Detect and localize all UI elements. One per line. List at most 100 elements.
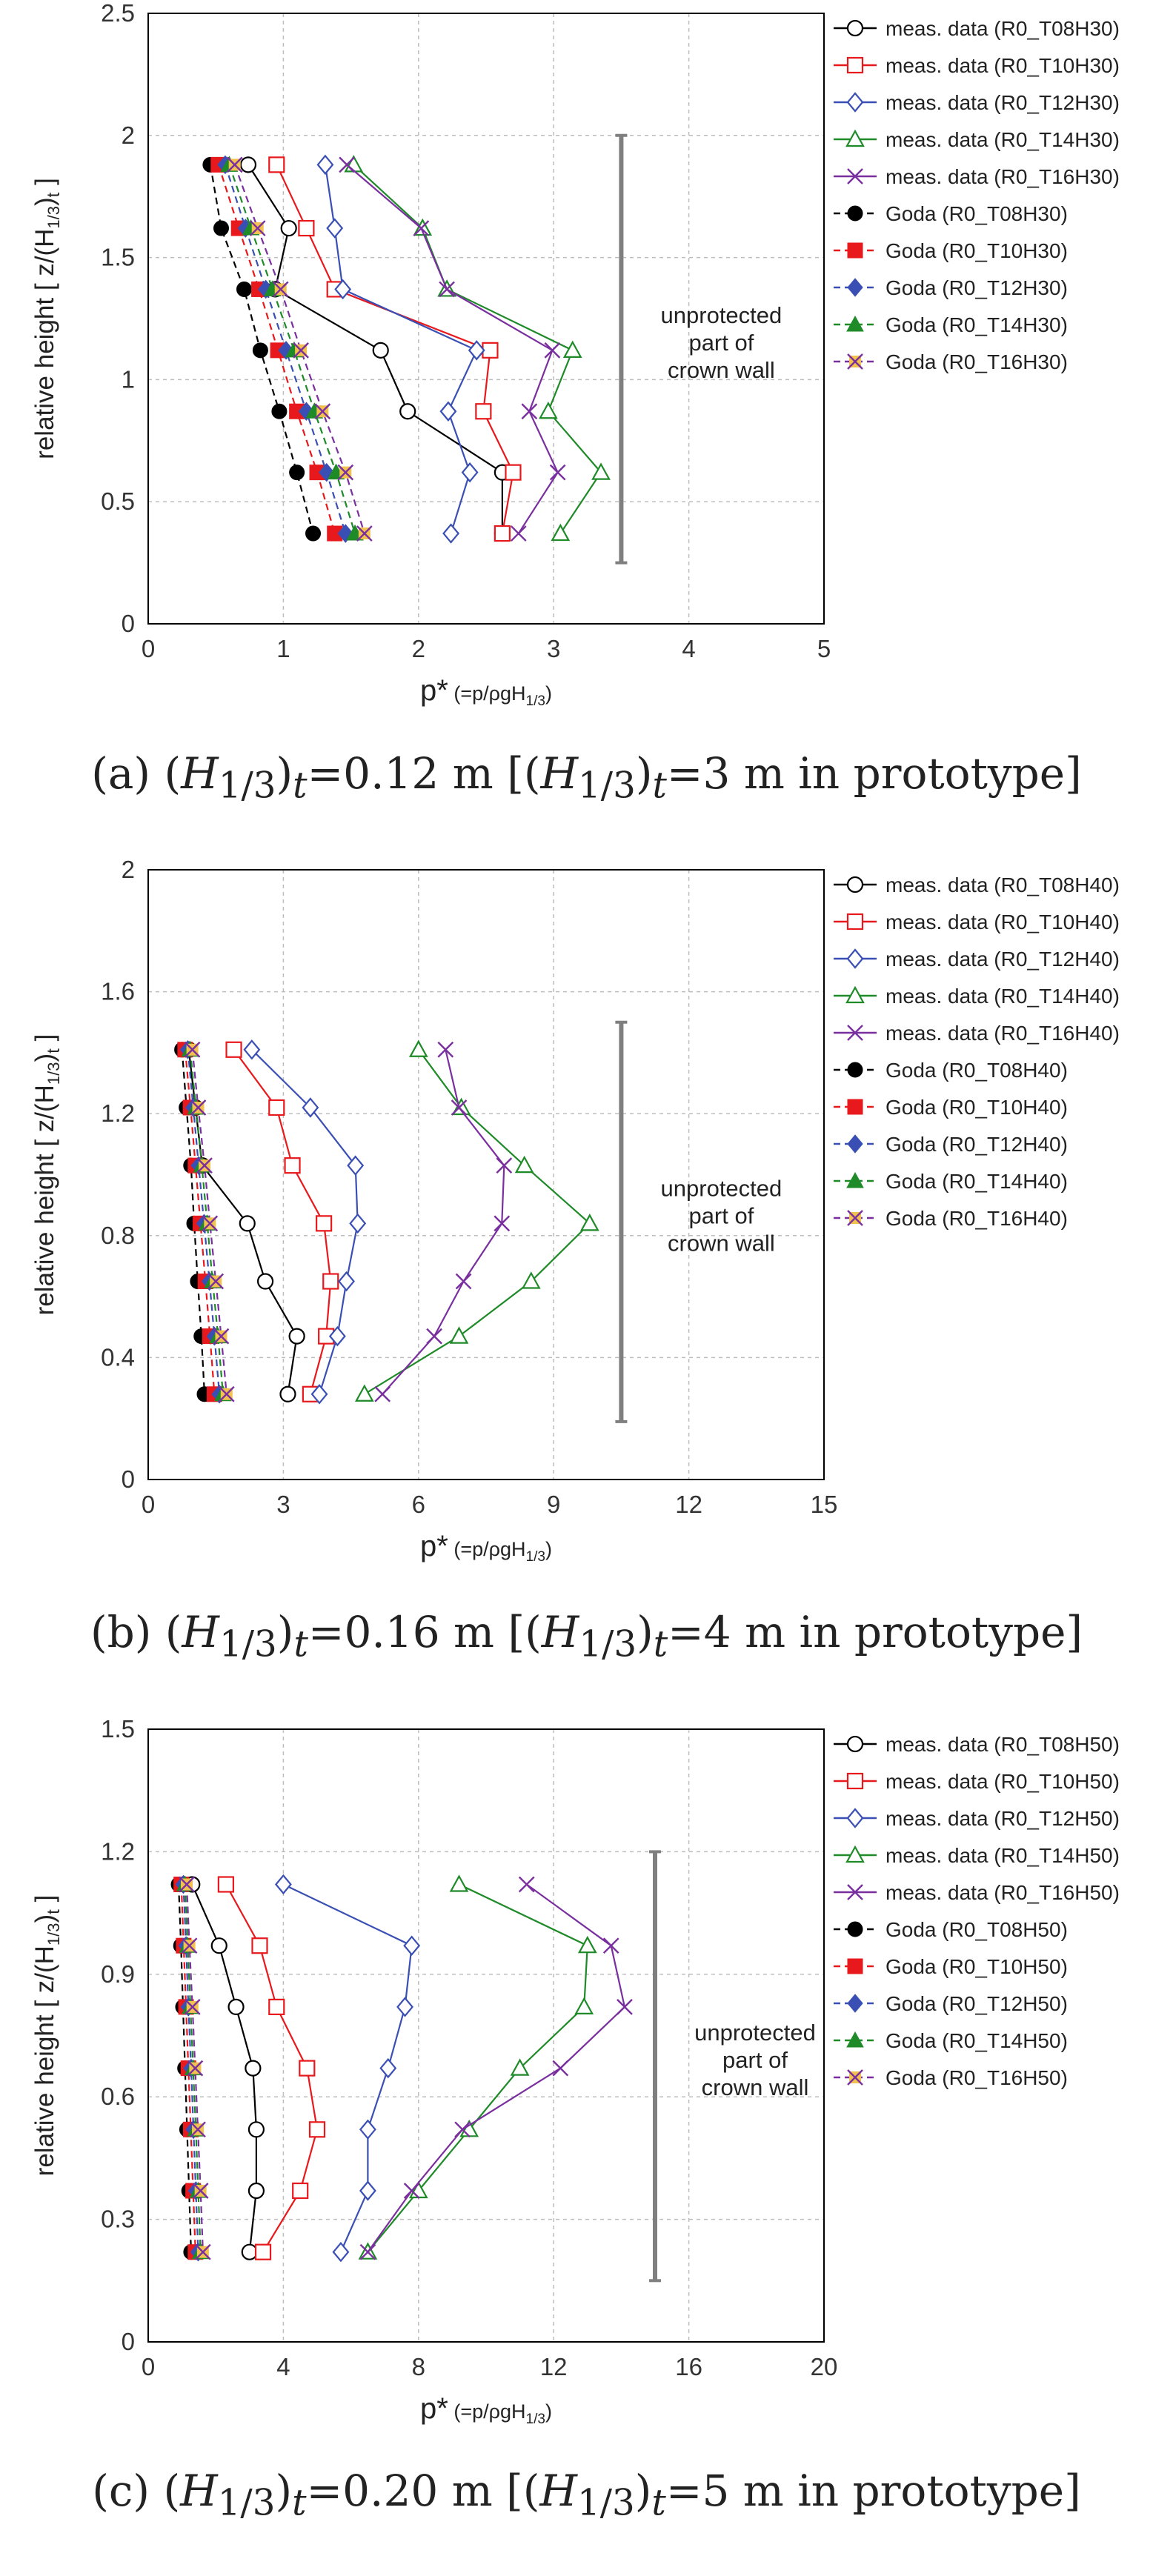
data-point — [496, 1157, 513, 1174]
data-point — [846, 913, 864, 931]
data-point — [213, 220, 229, 236]
series-meas-data-r0-t10h40- — [225, 1041, 339, 1402]
data-point — [374, 1385, 391, 1402]
legend-item: meas. data (R0_T14H50) — [834, 1844, 1120, 1867]
legend-label: Goda (R0_T10H50) — [885, 1955, 1068, 1978]
chart-a: 0 1 2 3 4 5 0 0.5 1 1.5 2 2.5 p* (=p/ρgH1/3) relative… — [30, 0, 1120, 709]
series-meas-data-r0-t14h30- — [344, 155, 611, 542]
legend-label: Goda (R0_T12H30) — [885, 276, 1068, 299]
data-point — [181, 1937, 198, 1954]
x-tick-label: 1 — [276, 635, 290, 662]
data-point — [293, 342, 309, 359]
data-point — [310, 1384, 328, 1405]
x-tick-label: 15 — [811, 1491, 838, 1518]
series-meas-data-r0-t12h50- — [274, 1874, 421, 2263]
data-point — [847, 353, 863, 370]
data-point — [449, 1874, 469, 1892]
data-point — [359, 2180, 376, 2201]
annotation-text: part of — [688, 330, 754, 356]
data-point — [190, 1099, 207, 1116]
data-point — [356, 525, 373, 542]
legend-item: meas. data (R0_T12H30) — [834, 91, 1120, 114]
x-tick-label: 0 — [142, 2353, 155, 2380]
annotation-text: crown wall — [668, 1230, 775, 1256]
y-tick-label: 0.4 — [101, 1343, 135, 1371]
crown-wall-range-bar — [649, 1850, 661, 2283]
data-point — [847, 1062, 863, 1078]
legend-label: meas. data (R0_T08H40) — [885, 873, 1120, 896]
y-tick-label: 1.2 — [101, 1837, 135, 1865]
data-point-cross — [202, 1215, 219, 1232]
series-goda-r0-t16h40- — [184, 1041, 235, 1402]
data-point — [494, 525, 511, 542]
series-meas-data-r0-t10h50- — [217, 1876, 326, 2260]
legend-item: Goda (R0_T14H30) — [834, 313, 1068, 336]
data-point — [846, 56, 864, 74]
data-point — [544, 342, 561, 359]
annotation-text: unprotected — [661, 1175, 782, 1201]
legend-item: meas. data (R0_T10H50) — [834, 1770, 1120, 1793]
data-point — [316, 1215, 333, 1232]
data-point — [218, 1385, 235, 1402]
data-point — [179, 1876, 195, 1893]
legend-item: Goda (R0_T10H50) — [834, 1955, 1068, 1978]
chart-panel-a: 0 1 2 3 4 5 0 0.5 1 1.5 2 2.5 p* (=p/ρgH1/3) relative… — [0, 0, 1173, 859]
x-tick-label: 12 — [675, 1491, 702, 1518]
data-point — [449, 1326, 469, 1344]
data-point — [847, 1958, 863, 1974]
data-point — [579, 1214, 599, 1231]
data-point — [217, 1876, 234, 1893]
legend-label: Goda (R0_T08H30) — [885, 202, 1068, 225]
x-tick-label: 3 — [547, 635, 560, 662]
caption-a: (a) (H1/3)t=0.12 m [(H1/3)t=3 m in proto… — [91, 748, 1082, 807]
y-tick-label: 1.5 — [101, 1717, 135, 1743]
data-point — [268, 156, 285, 173]
data-point-cross — [272, 281, 289, 298]
data-point — [847, 242, 863, 259]
data-point-cross — [213, 1328, 230, 1345]
data-point — [268, 1998, 285, 2016]
x-axis-label: p* (=p/ρgH1/3) — [420, 1530, 552, 1565]
data-point-cross — [314, 403, 331, 420]
legend-label: meas. data (R0_T14H30) — [885, 128, 1120, 151]
legend-label: Goda (R0_T16H40) — [885, 1207, 1068, 1230]
data-point — [846, 92, 864, 113]
legend-label: Goda (R0_T14H40) — [885, 1170, 1068, 1193]
plot-frame — [147, 13, 825, 625]
legend-item: Goda (R0_T08H40) — [834, 1059, 1068, 1082]
x-tick-label: 8 — [412, 2353, 425, 2380]
annotation-text: unprotected — [694, 2020, 816, 2046]
data-point — [847, 1134, 863, 1154]
data-point — [505, 464, 522, 481]
x-tick-label: 0 — [142, 635, 155, 662]
series-meas-data-r0-t12h40- — [243, 1039, 367, 1405]
data-point-cross — [184, 1041, 201, 1058]
caption-c: (c) (H1/3)t=0.20 m [(H1/3)t=5 m in proto… — [92, 2466, 1081, 2524]
plot-area — [148, 13, 824, 624]
data-point — [521, 403, 538, 420]
data-point — [845, 129, 865, 147]
data-point — [847, 1025, 863, 1041]
legend-item: meas. data (R0_T08H40) — [834, 873, 1120, 896]
data-point — [451, 1099, 468, 1116]
y-axis-label: relative height [ z/(H1/3)t ] — [30, 178, 64, 459]
legend-item: Goda (R0_T12H40) — [834, 1133, 1068, 1156]
data-point — [439, 281, 455, 298]
data-point — [354, 1384, 374, 1402]
data-point — [190, 2121, 206, 2138]
legend-label: meas. data (R0_T16H30) — [885, 165, 1120, 188]
legend-item: meas. data (R0_T12H40) — [834, 948, 1120, 971]
legend-label: meas. data (R0_T08H30) — [885, 17, 1120, 40]
data-point — [591, 462, 611, 480]
data-point — [279, 1385, 296, 1402]
series-meas-data-r0-t16h50- — [359, 1876, 633, 2260]
legend-item: meas. data (R0_T10H30) — [834, 54, 1120, 77]
data-point — [187, 2060, 204, 2077]
y-tick-label: 2 — [122, 122, 135, 149]
data-point — [403, 2183, 420, 2199]
data-point — [396, 1997, 413, 2017]
legend-item: meas. data (R0_T16H40) — [834, 1022, 1120, 1045]
data-point — [847, 1884, 863, 1900]
legend-label: Goda (R0_T12H50) — [885, 1992, 1068, 2015]
data-point — [846, 1808, 864, 1828]
